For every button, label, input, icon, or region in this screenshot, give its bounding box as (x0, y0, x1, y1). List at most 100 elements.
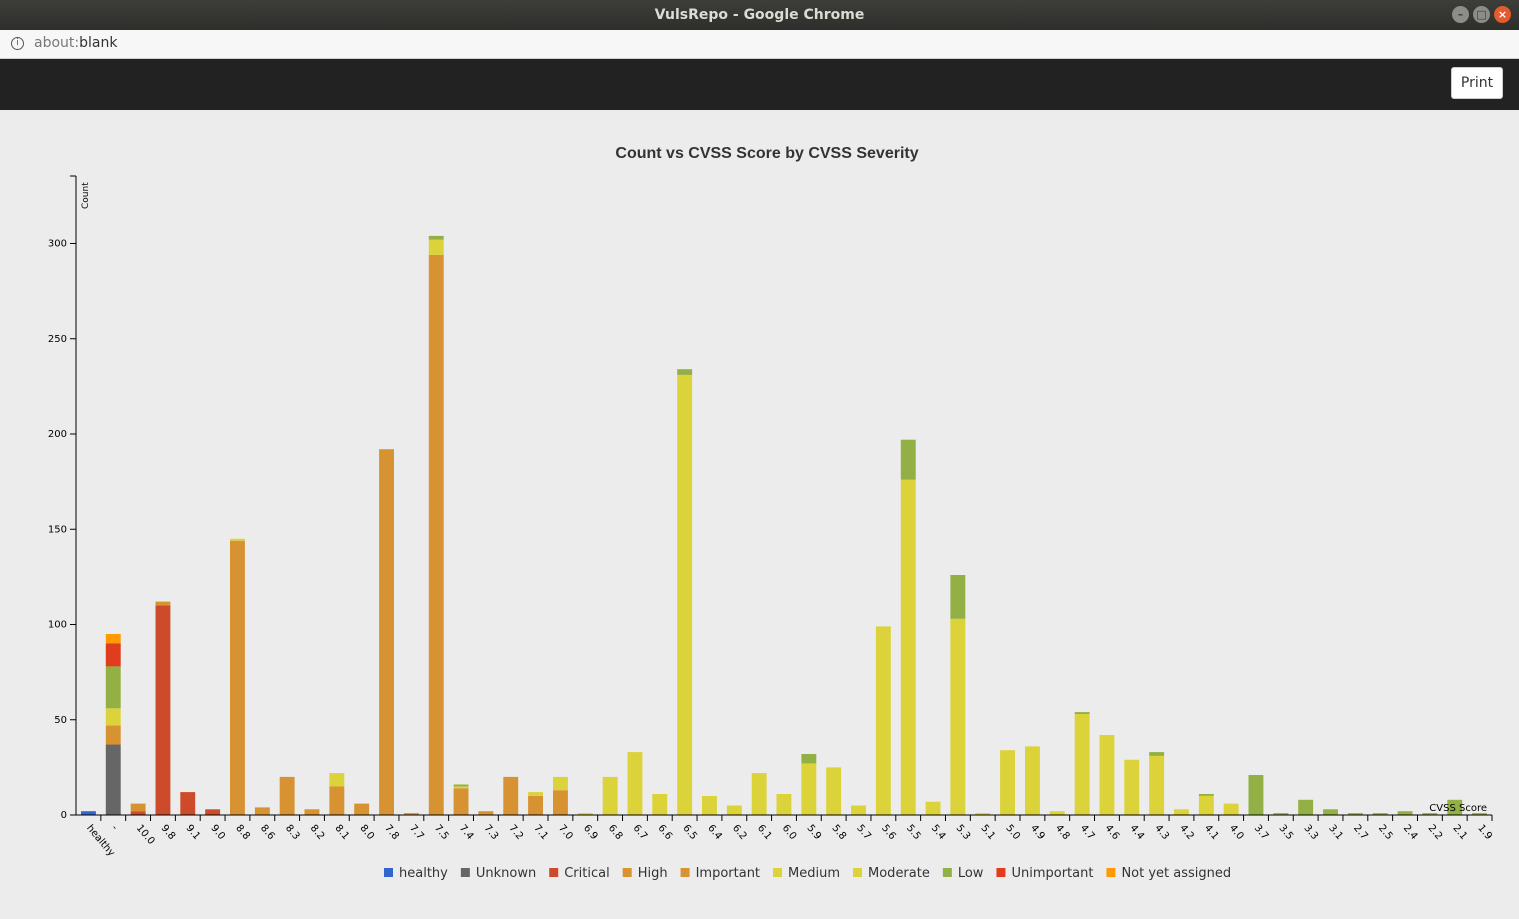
bar-segment[interactable] (801, 763, 817, 815)
bar-segment[interactable] (230, 540, 245, 815)
bar-segment[interactable] (453, 786, 469, 789)
bar-segment[interactable] (975, 813, 991, 815)
bar-segment[interactable] (1198, 796, 1214, 816)
bar-segment[interactable] (1323, 809, 1338, 815)
bar-segment[interactable] (180, 792, 196, 815)
bar-segment[interactable] (428, 239, 444, 255)
bar-segment[interactable] (553, 790, 568, 815)
bar-segment[interactable] (304, 809, 320, 815)
bar-segment[interactable] (428, 254, 444, 815)
bar-segment[interactable] (528, 792, 543, 796)
bar-segment[interactable] (1198, 794, 1214, 796)
bar-segment[interactable] (1422, 813, 1438, 815)
bar-segment[interactable] (950, 575, 966, 619)
bar-segment[interactable] (826, 767, 842, 815)
close-icon[interactable]: × (1494, 6, 1511, 23)
bar-segment[interactable] (1149, 755, 1165, 815)
bar-segment[interactable] (1298, 799, 1314, 815)
x-tick-label: 7.5 (432, 823, 451, 842)
bar-segment[interactable] (553, 776, 568, 791)
legend-label[interactable]: healthy (399, 866, 448, 881)
bar-segment[interactable] (1397, 811, 1413, 815)
bar-segment[interactable] (851, 805, 866, 816)
bar-segment[interactable] (81, 811, 96, 815)
bar-segment[interactable] (105, 744, 121, 816)
bar-segment[interactable] (130, 811, 146, 815)
bar-segment[interactable] (1000, 750, 1015, 815)
bar-segment[interactable] (602, 776, 618, 815)
bar-segment[interactable] (354, 803, 370, 815)
legend-label[interactable]: Important (696, 866, 760, 881)
bar-segment[interactable] (428, 235, 444, 240)
bar-segment[interactable] (478, 811, 494, 815)
url-text[interactable]: about:blank (34, 35, 117, 51)
legend-label[interactable]: High (638, 866, 668, 881)
bar-segment[interactable] (105, 708, 121, 726)
legend-label[interactable]: Not yet assigned (1121, 866, 1231, 881)
bar-segment[interactable] (1074, 712, 1090, 714)
bar-segment[interactable] (230, 538, 245, 541)
legend-label[interactable]: Moderate (868, 866, 930, 881)
bar-segment[interactable] (105, 643, 121, 667)
bar-segment[interactable] (652, 794, 668, 815)
bar-segment[interactable] (453, 784, 469, 787)
x-tick-label: 4.7 (1078, 823, 1097, 842)
bar-segment[interactable] (900, 479, 916, 815)
bar-segment[interactable] (577, 813, 593, 815)
bar-segment[interactable] (329, 773, 345, 787)
bar-segment[interactable] (329, 786, 345, 815)
bar-segment[interactable] (403, 813, 419, 815)
bar-segment[interactable] (1074, 714, 1090, 815)
bar-segment[interactable] (1149, 752, 1165, 756)
bar-segment[interactable] (726, 805, 742, 816)
bar-segment[interactable] (1099, 735, 1115, 815)
bar-segment[interactable] (1174, 809, 1189, 815)
bar-segment[interactable] (627, 752, 643, 815)
legend-label[interactable]: Low (958, 866, 984, 881)
legend-label[interactable]: Critical (564, 866, 609, 881)
maximize-icon[interactable]: □ (1473, 6, 1490, 23)
bar-segment[interactable] (528, 796, 543, 816)
bar-segment[interactable] (751, 773, 767, 815)
bar-segment[interactable] (950, 618, 966, 815)
bar-segment[interactable] (155, 605, 171, 815)
bar-segment[interactable] (379, 449, 394, 815)
address-bar[interactable]: i about:blank (0, 30, 1519, 59)
minimize-icon[interactable]: – (1452, 6, 1469, 23)
bar-segment[interactable] (105, 634, 121, 644)
bar-segment[interactable] (801, 754, 817, 764)
bar-segment[interactable] (1273, 813, 1289, 815)
bar-segment[interactable] (205, 809, 221, 815)
bar-segment[interactable] (677, 369, 693, 375)
legend-label[interactable]: Medium (788, 866, 840, 881)
print-button[interactable]: Print (1451, 67, 1503, 99)
bar-segment[interactable] (900, 439, 916, 480)
legend-label[interactable]: Unknown (476, 866, 536, 881)
bar-segment[interactable] (1472, 813, 1487, 815)
x-axis-label: CVSS Score (1429, 803, 1487, 814)
bar-segment[interactable] (1049, 811, 1065, 815)
bar-segment[interactable] (677, 374, 693, 815)
bar-segment[interactable] (453, 788, 469, 815)
bar-segment[interactable] (1248, 775, 1264, 815)
x-tick-label: 1.9 (1475, 823, 1494, 842)
bar-segment[interactable] (1025, 746, 1040, 815)
bar-segment[interactable] (279, 776, 295, 815)
bar-segment[interactable] (1124, 759, 1140, 815)
bar-segment[interactable] (875, 626, 891, 815)
bar-segment[interactable] (105, 666, 121, 709)
bar-segment[interactable] (1347, 813, 1363, 815)
bar-segment[interactable] (702, 796, 717, 816)
bar-segment[interactable] (1223, 803, 1239, 815)
bar-segment[interactable] (155, 601, 171, 606)
bar-segment[interactable] (1447, 799, 1463, 815)
bar-segment[interactable] (130, 803, 146, 812)
bar-segment[interactable] (503, 776, 519, 815)
bar-segment[interactable] (254, 807, 270, 815)
bar-segment[interactable] (776, 794, 792, 815)
bar-segment[interactable] (105, 725, 121, 745)
info-icon[interactable]: i (11, 37, 24, 50)
legend-label[interactable]: Unimportant (1011, 866, 1093, 881)
bar-segment[interactable] (925, 801, 941, 815)
bar-segment[interactable] (1372, 813, 1388, 815)
